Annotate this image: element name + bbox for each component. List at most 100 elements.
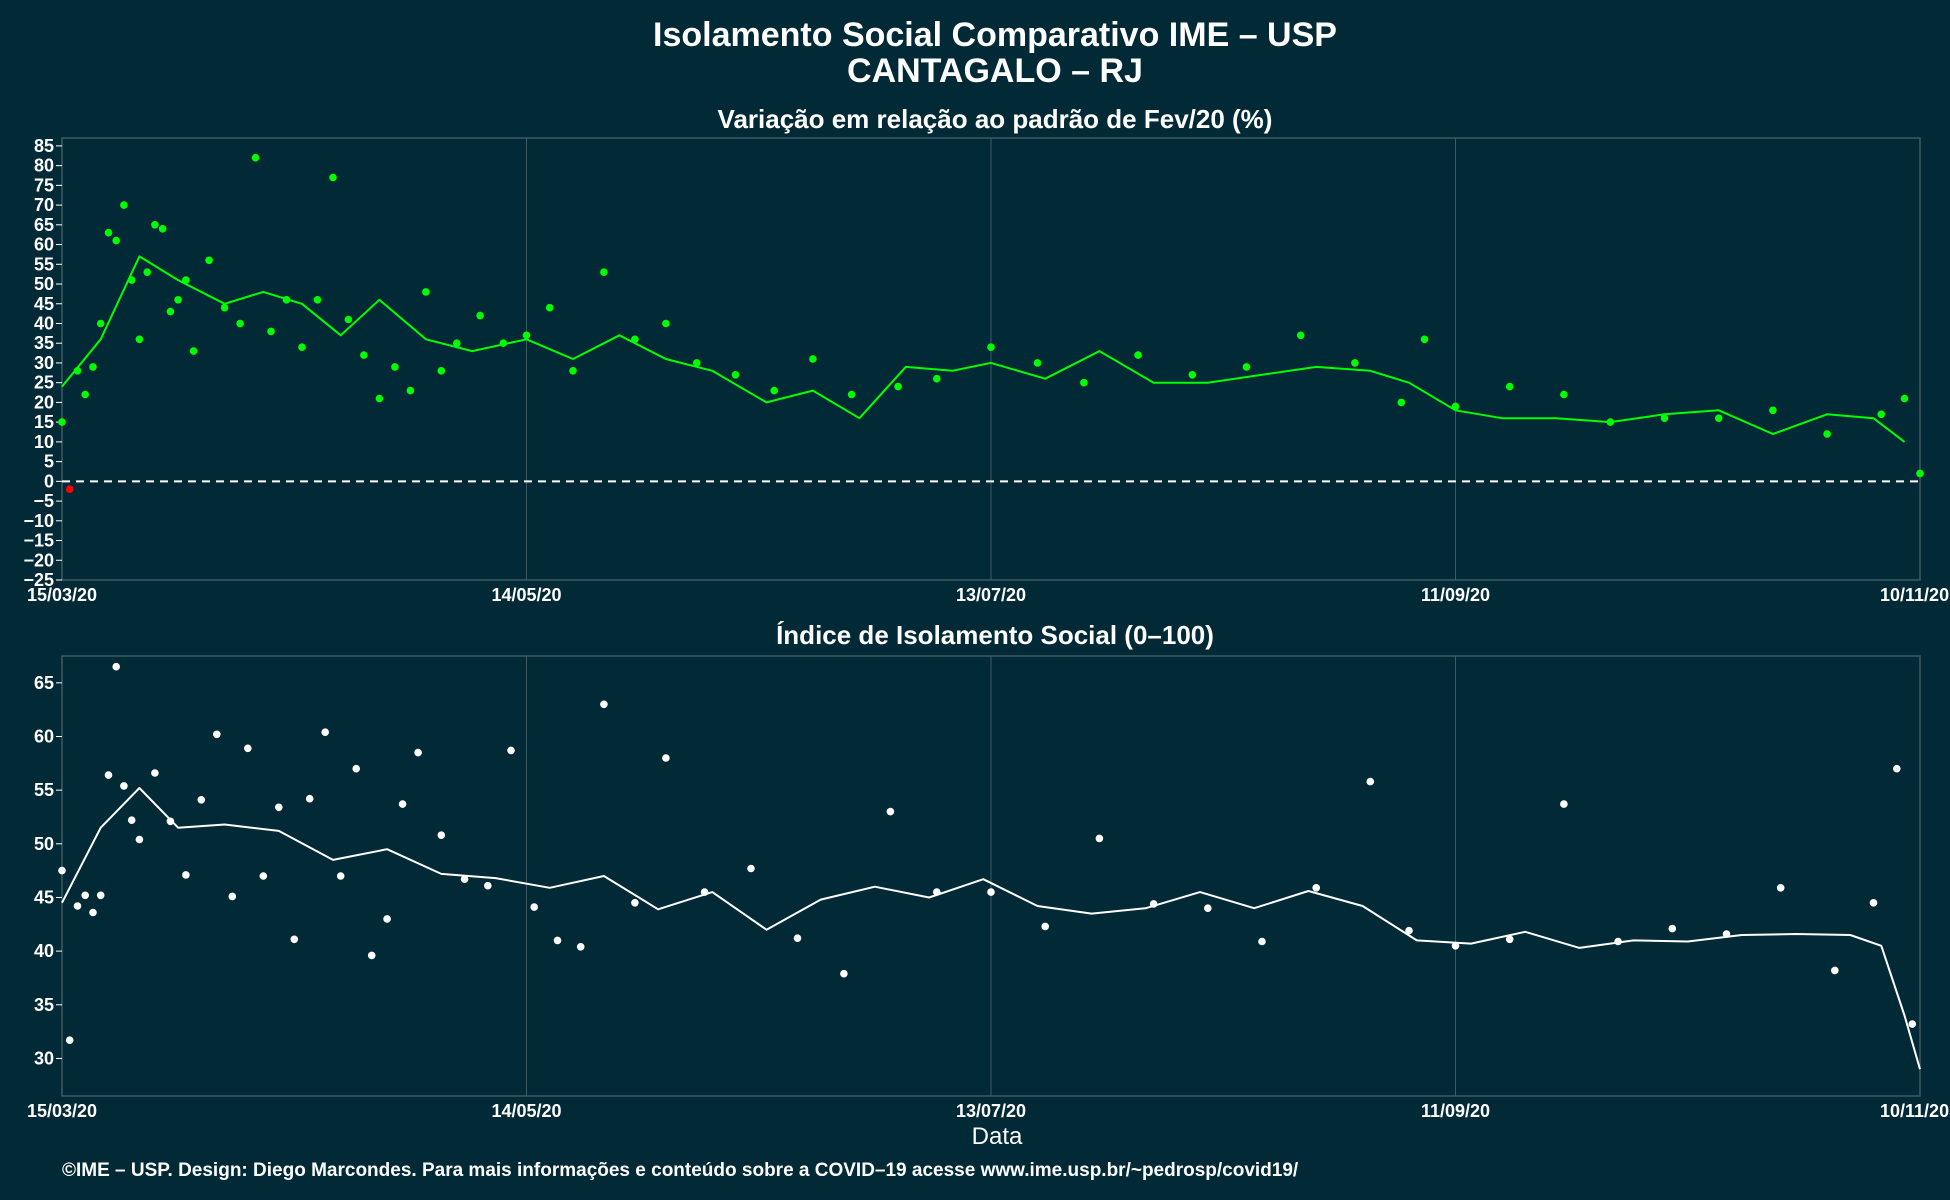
- variation-data-point: [267, 327, 275, 336]
- chart-subtitle: CANTAGALO – RJ: [847, 52, 1143, 90]
- variation-data-point: [313, 296, 322, 304]
- variation-data-point: [987, 343, 995, 352]
- variation-y-tick-label: 15: [34, 412, 54, 432]
- variation-y-tick-label: −20: [23, 550, 54, 570]
- index-data-point: [259, 872, 268, 880]
- index-data-point: [151, 769, 159, 777]
- index-data-point: [89, 908, 97, 917]
- variation-y-tick-label: 50: [34, 274, 54, 294]
- index-data-point: [352, 764, 361, 773]
- index-data-point: [135, 835, 144, 844]
- index-data-point: [104, 771, 113, 779]
- variation-y-tick-label: 45: [34, 294, 54, 314]
- variation-data-point: [174, 296, 182, 304]
- index-y-tick-label: 65: [34, 673, 54, 693]
- variation-y-tick-label: 5: [44, 452, 54, 472]
- index-y-tick-label: 30: [34, 1048, 54, 1068]
- variation-y-tick-label: 80: [34, 156, 54, 176]
- index-data-point: [1869, 899, 1878, 907]
- panel-variation-title: Variação em relação ao padrão de Fev/20 …: [718, 104, 1273, 134]
- variation-data-point: [933, 374, 941, 383]
- index-data-point: [987, 888, 995, 896]
- variation-data-point: [1560, 390, 1568, 399]
- index-data-point: [1366, 777, 1375, 786]
- variation-x-tick-label: 15/03/20: [27, 585, 97, 605]
- variation-y-tick-label: 60: [34, 235, 54, 255]
- index-y-tick-label: 45: [34, 887, 54, 907]
- index-data-point: [197, 796, 206, 804]
- index-data-point: [120, 782, 128, 790]
- index-data-point: [112, 662, 120, 671]
- variation-data-point: [58, 418, 66, 426]
- variation-y-tick-label: 70: [34, 195, 54, 215]
- variation-data-point: [406, 386, 415, 395]
- variation-data-point: [120, 201, 128, 209]
- index-data-point: [73, 902, 82, 910]
- index-data-point: [275, 803, 283, 812]
- index-data-point: [553, 936, 562, 945]
- index-x-tick-label: 15/03/20: [27, 1101, 97, 1121]
- index-data-point: [1668, 924, 1677, 933]
- variation-data-point: [158, 225, 167, 233]
- index-data-point: [336, 872, 345, 880]
- index-data-point: [600, 700, 608, 709]
- index-data-point: [213, 730, 221, 739]
- variation-data-point: [1823, 430, 1831, 438]
- variation-data-point: [65, 485, 74, 494]
- variation-data-point: [1714, 414, 1723, 423]
- index-data-point: [1451, 942, 1460, 950]
- index-x-tick-label: 13/07/20: [956, 1101, 1026, 1121]
- index-moving-average-line: [61, 787, 1921, 1070]
- variation-y-tick-label: 30: [34, 353, 54, 373]
- index-data-point: [305, 794, 314, 803]
- variation-x-tick-label: 11/09/20: [1421, 585, 1490, 605]
- variation-data-point: [1916, 469, 1924, 478]
- variation-data-point: [1397, 398, 1406, 407]
- variation-data-point: [770, 386, 778, 395]
- index-data-point: [1831, 966, 1839, 975]
- variation-data-point: [476, 311, 484, 320]
- index-y-tick-label: 60: [34, 726, 54, 746]
- variation-data-point: [89, 363, 97, 371]
- variation-data-point: [166, 307, 175, 316]
- index-y-tick-label: 35: [34, 995, 54, 1015]
- variation-y-tick-label: 55: [34, 254, 54, 274]
- chart-title: Isolamento Social Comparativo IME – USP: [653, 16, 1337, 54]
- index-data-point: [166, 817, 175, 826]
- variation-y-tick-label: −5: [33, 491, 54, 511]
- variation-data-point: [298, 343, 306, 352]
- variation-data-point: [422, 288, 430, 296]
- index-data-point: [58, 866, 66, 875]
- variation-data-point: [1188, 371, 1197, 379]
- variation-data-point: [375, 394, 384, 403]
- index-data-point: [182, 871, 190, 879]
- variation-data-point: [104, 228, 113, 237]
- variation-data-point: [600, 268, 608, 277]
- x-axis-label: Data: [972, 1123, 1023, 1150]
- index-data-point: [507, 746, 515, 755]
- variation-x-tick-label: 13/07/20: [956, 585, 1026, 605]
- index-data-point: [484, 881, 492, 890]
- index-data-point: [747, 864, 755, 873]
- variation-y-tick-label: 65: [34, 215, 54, 235]
- index-x-tick-label: 14/05/20: [491, 1101, 561, 1121]
- index-data-point: [1505, 935, 1514, 944]
- variation-data-point: [894, 382, 902, 391]
- index-data-point: [1312, 884, 1320, 892]
- variation-data-point: [143, 268, 151, 277]
- index-data-point: [127, 816, 136, 824]
- variation-data-point: [1420, 335, 1429, 344]
- variation-data-point: [151, 221, 159, 229]
- index-data-point: [244, 744, 252, 753]
- panel-index: Índice de Isolamento Social (0–100) 15/0…: [27, 620, 1949, 1121]
- panel-index-title: Índice de Isolamento Social (0–100): [776, 620, 1214, 650]
- variation-data-point: [693, 359, 701, 367]
- index-data-point: [383, 915, 391, 923]
- index-data-point: [1560, 800, 1568, 808]
- index-data-point: [631, 899, 639, 907]
- variation-y-tick-label: 85: [34, 136, 54, 156]
- variation-moving-average-line: [61, 255, 1906, 443]
- variation-data-point: [453, 339, 461, 348]
- index-data-point: [1041, 922, 1049, 931]
